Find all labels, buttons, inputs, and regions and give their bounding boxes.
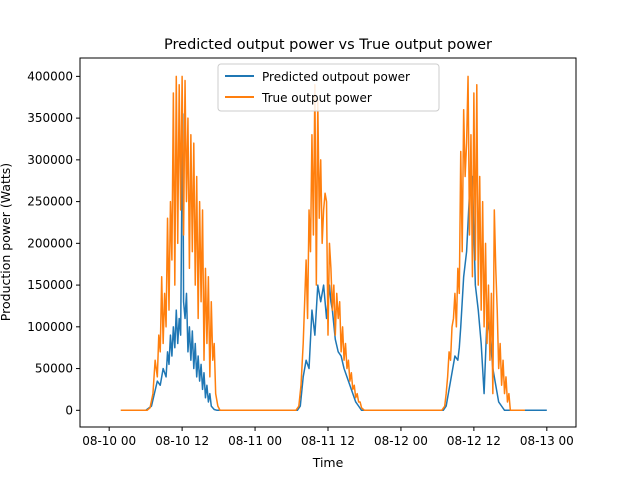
legend-label-true: True output power [261, 91, 372, 105]
y-tick-label: 50000 [35, 362, 73, 376]
plot-area [79, 57, 577, 428]
x-tick-label: 08-13 00 [520, 434, 574, 448]
y-tick-label: 200000 [27, 236, 73, 250]
chart-title: Predicted output power vs True output po… [164, 37, 492, 53]
y-tick-label: 0 [65, 403, 73, 417]
legend-box [217, 63, 440, 112]
y-tick-label: 100000 [27, 320, 73, 334]
y-tick-label: 300000 [27, 153, 73, 167]
x-tick-label: 08-11 12 [301, 434, 355, 448]
series-line-predicted [120, 113, 547, 412]
y-axis: 0 50000 100000 150000 200000 250000 300000 3500… [27, 69, 80, 417]
series-layer [120, 75, 547, 412]
y-axis-label: Production power (Watts) [0, 163, 13, 321]
series-line-true [120, 75, 525, 412]
y-tick-label: 350000 [27, 111, 73, 125]
x-tick-label: 08-12 12 [447, 434, 501, 448]
legend: Predicted outpout power True output powe… [217, 63, 440, 112]
x-tick-label: 08-12 00 [374, 434, 428, 448]
x-axis-label: Time [312, 455, 344, 470]
x-axis: 08-10 00 08-10 12 08-11 00 08-11 12 08-12 00… [82, 427, 574, 448]
y-tick-label: 400000 [27, 69, 73, 83]
x-tick-label: 08-10 00 [82, 434, 136, 448]
legend-label-predicted: Predicted outpout power [262, 70, 410, 84]
y-tick-label: 250000 [27, 195, 73, 209]
y-tick-label: 150000 [27, 278, 73, 292]
x-tick-label: 08-11 00 [228, 434, 282, 448]
x-tick-label: 08-10 12 [155, 434, 209, 448]
